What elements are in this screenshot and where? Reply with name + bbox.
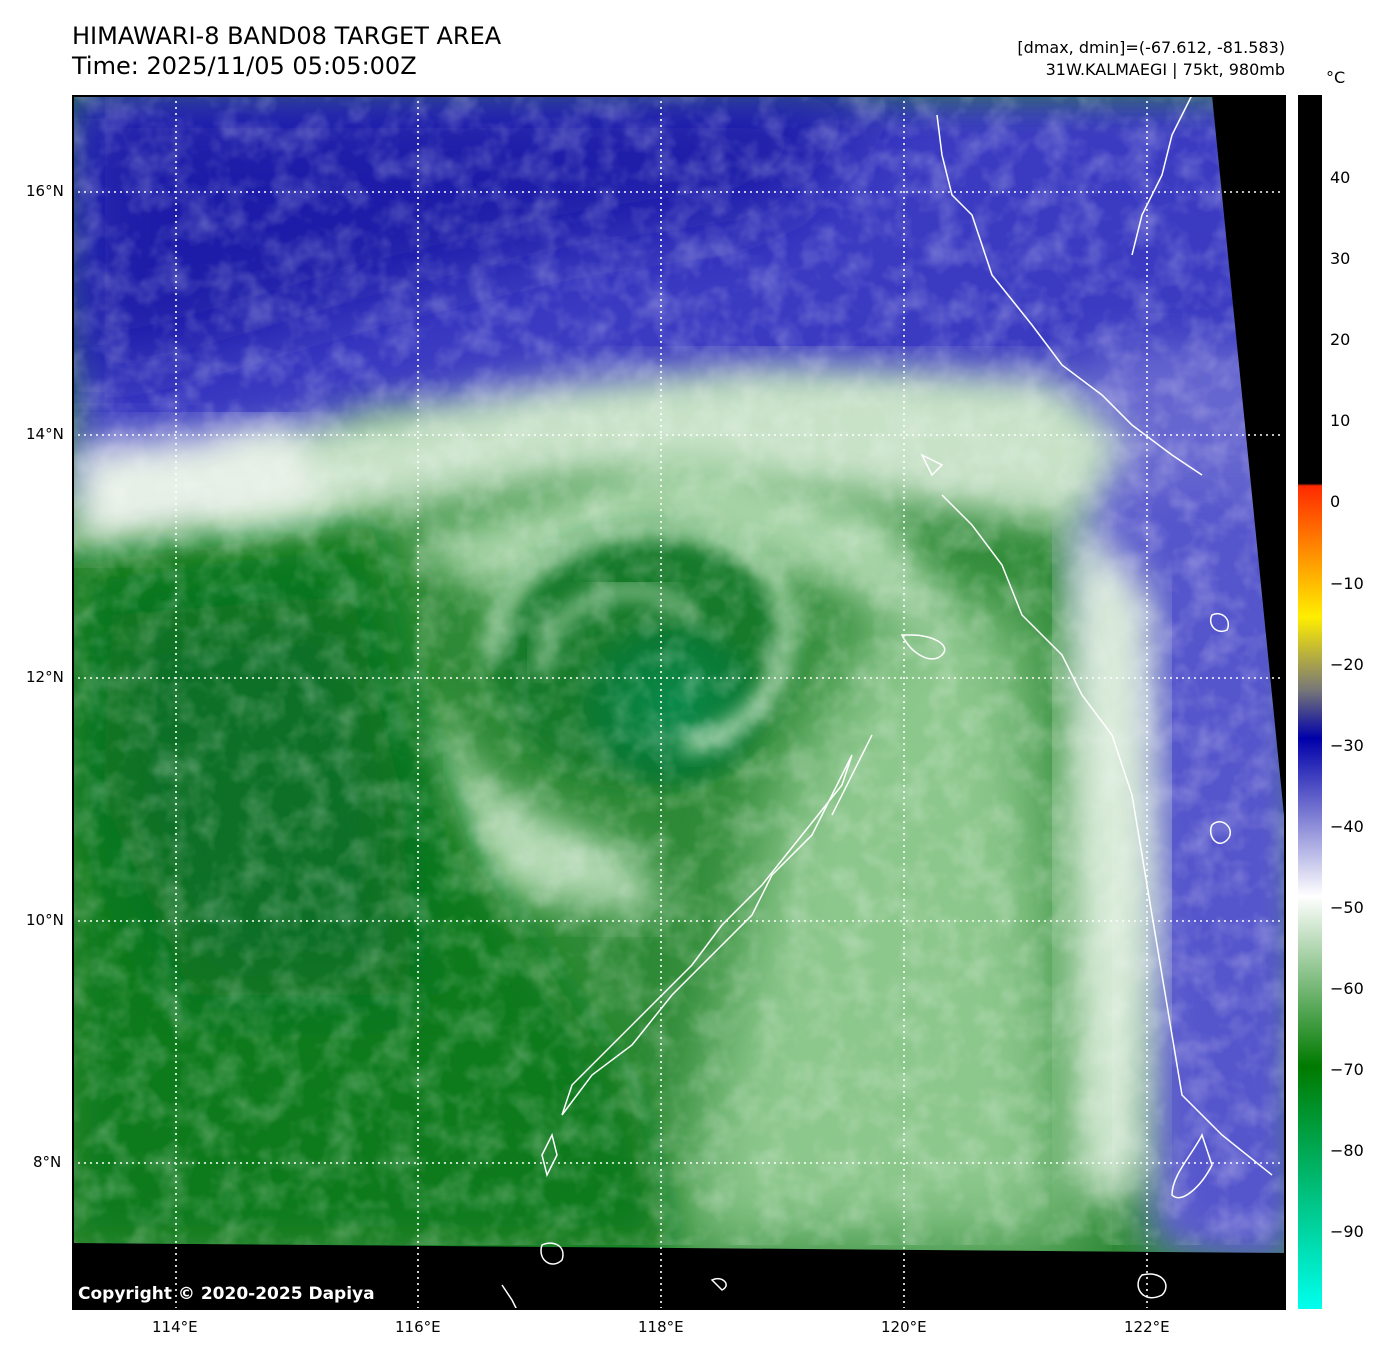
image-time: Time: 2025/11/05 05:05:00Z	[72, 52, 417, 80]
colorbar-tick-label: 20	[1330, 330, 1351, 350]
colorbar-tick-label: −60	[1330, 979, 1364, 998]
lat-tick-10n: 10°N	[26, 911, 64, 929]
lon-tick-116e: 116°E	[395, 1318, 441, 1336]
colorbar-tick-label: −10	[1330, 573, 1364, 593]
lat-tick-8n: 8°N	[33, 1153, 62, 1171]
colorbar-tick-label: 10	[1330, 411, 1351, 431]
colorbar-tick-label: 0	[1330, 492, 1341, 512]
lat-tick-14n: 14°N	[26, 425, 64, 443]
colorbar-tick-label: 40	[1330, 168, 1351, 187]
colorbar-tick-label: 30	[1330, 249, 1351, 269]
lon-tick-120e: 120°E	[881, 1318, 927, 1336]
lon-tick-118e: 118°E	[638, 1318, 684, 1336]
storm-range: [dmax, dmin]=(-67.612, -81.583)	[1017, 38, 1285, 57]
storm-info: 31W.KALMAEGI | 75kt, 980mb	[1045, 60, 1285, 79]
lon-tick-114e: 114°E	[152, 1318, 198, 1336]
colorbar-unit: °C	[1326, 68, 1346, 87]
lat-tick-12n: 12°N	[26, 668, 64, 686]
lat-tick-16n: 16°N	[26, 182, 64, 200]
colorbar	[1298, 95, 1322, 1309]
lon-tick-122e: 122°E	[1124, 1318, 1170, 1336]
colorbar-tick-label: −40	[1330, 816, 1364, 836]
colorbar-tick-label: −90	[1330, 1222, 1364, 1242]
colorbar-tick-label: −50	[1330, 897, 1364, 917]
colorbar-tick-label: −70	[1330, 1060, 1364, 1080]
colorbar-tick-label: −30	[1330, 735, 1364, 755]
colorbar-tick-label: −20	[1330, 654, 1364, 674]
colorbar-tick-label: −80	[1330, 1141, 1364, 1161]
image-title: HIMAWARI-8 BAND08 TARGET AREA	[72, 22, 502, 50]
copyright-notice: Copyright © 2020-2025 Dapiya	[78, 1284, 375, 1304]
satellite-map	[72, 95, 1286, 1310]
